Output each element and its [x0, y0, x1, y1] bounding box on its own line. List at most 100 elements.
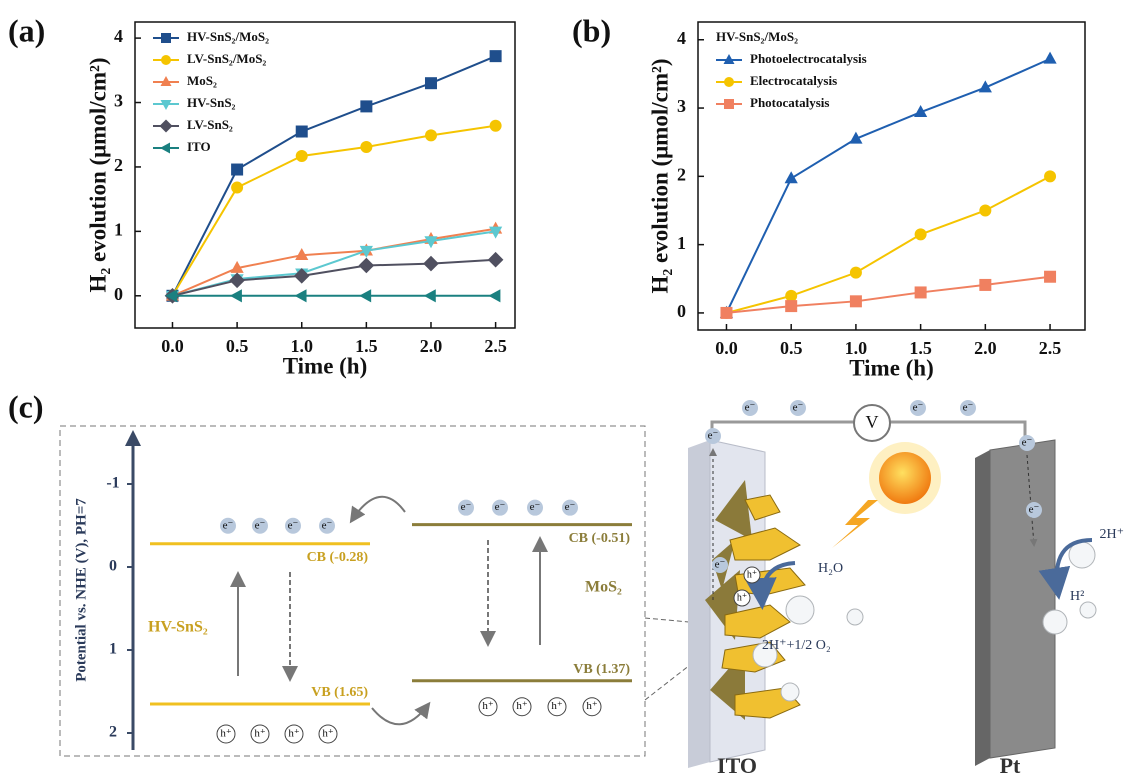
- legend-marker: [724, 99, 734, 109]
- y-tick-label: 0: [114, 284, 123, 304]
- marker: [914, 104, 928, 117]
- electron-label: e⁻: [793, 402, 804, 414]
- electron-label: e⁻: [963, 402, 974, 414]
- mechanism-diagram: (c) Potential vs. NHE (V), PH=7 HV-SnS₂ …: [8, 388, 723, 757]
- marker: [424, 77, 437, 90]
- y-tick-label: 3: [114, 91, 123, 111]
- electron-label: e⁻: [530, 501, 541, 513]
- series-line: [172, 258, 496, 297]
- axis-arrow: [125, 430, 141, 446]
- electron-label: e⁻: [255, 519, 266, 531]
- level-label: CB (-0.51): [569, 531, 631, 546]
- material-label: MoS₂: [585, 579, 622, 596]
- electron: [910, 400, 926, 416]
- marker: [295, 149, 308, 162]
- marker: [231, 181, 244, 194]
- electron-label: e⁻: [288, 519, 299, 531]
- legend-marker: [159, 119, 173, 133]
- electron-label: e⁻: [1022, 437, 1033, 449]
- y-axis-title: H₂ evolution (μmol/cm²): [85, 57, 110, 292]
- legend-marker: [724, 77, 734, 87]
- hole-label: h⁺: [747, 569, 757, 580]
- legend-marker: [723, 54, 735, 64]
- hole-label: h⁺: [482, 700, 494, 712]
- marker: [165, 289, 178, 303]
- legend-label: Photoelectrocatalysis: [750, 51, 867, 66]
- marker: [231, 163, 244, 176]
- level-label: VB (1.37): [573, 662, 630, 677]
- marker: [294, 289, 307, 303]
- legend-marker: [161, 33, 171, 43]
- marker: [914, 286, 927, 299]
- potential-tick-label: 1: [109, 641, 117, 658]
- x-tick-label: 2.0: [974, 338, 997, 358]
- marker: [424, 129, 437, 142]
- y-tick-label: 2: [677, 164, 686, 184]
- electron: [562, 499, 578, 516]
- ito-side: [688, 440, 710, 768]
- legend-label: Electrocatalysis: [750, 73, 837, 88]
- y-tick-label: 1: [114, 219, 123, 239]
- reaction-arrow: [744, 561, 796, 610]
- marker: [360, 100, 373, 113]
- legend-label: ITO: [187, 139, 211, 154]
- marker: [1043, 51, 1057, 64]
- electron-label: e⁻: [913, 402, 924, 414]
- panel-label: (c): [8, 388, 44, 424]
- marker: [488, 289, 501, 303]
- hole: [547, 697, 567, 717]
- voltmeter-label: V: [866, 412, 879, 432]
- hole-label: h⁺: [288, 727, 300, 739]
- hole-label: h⁺: [737, 592, 747, 603]
- electron: [492, 499, 508, 516]
- marker: [720, 306, 733, 319]
- marker: [785, 300, 798, 313]
- x-tick-label: 0.5: [226, 336, 249, 356]
- x-tick-label: 1.5: [909, 338, 932, 358]
- marker: [979, 204, 992, 217]
- frame: [59, 425, 646, 757]
- marker: [359, 289, 372, 303]
- marker: [295, 248, 309, 261]
- hole: [733, 589, 751, 607]
- electron-label: e⁻: [745, 402, 756, 414]
- hole-label: h⁺: [254, 727, 266, 739]
- legend-marker: [160, 142, 170, 154]
- electron: [1026, 502, 1042, 518]
- y-tick-label: 1: [677, 233, 686, 253]
- marker: [293, 268, 310, 284]
- electron: [960, 400, 976, 416]
- hole-label: h⁺: [586, 700, 598, 712]
- marker: [487, 251, 504, 268]
- legend-marker: [160, 76, 172, 86]
- marker: [849, 131, 863, 144]
- marker: [359, 245, 373, 258]
- electron: [790, 400, 806, 416]
- device-illustration: V H₂O 2H⁺+1/2 O₂ 2H⁺ H² ITO Pt e⁻ e⁻ e⁻ e⁻ e…: [688, 400, 1124, 778]
- marker: [229, 289, 242, 303]
- electron: [319, 517, 335, 534]
- legend-label: HV-SnS₂/MoS₂: [187, 29, 269, 44]
- electron: [712, 557, 728, 573]
- electron-label: e⁻: [565, 501, 576, 513]
- electrode-label: Pt: [1000, 753, 1021, 778]
- y-tick-label: 4: [114, 26, 123, 46]
- legend-title: HV-SnS₂/MoS₂: [716, 29, 798, 44]
- x-tick-label: 1.0: [290, 336, 313, 356]
- legend-marker: [160, 100, 172, 110]
- marker: [849, 295, 862, 308]
- voltmeter: [853, 404, 891, 442]
- marker: [784, 171, 798, 184]
- series-line: [171, 55, 496, 297]
- pt-plate: [989, 439, 1056, 759]
- transfer-arrow: [349, 495, 406, 524]
- marker: [849, 266, 862, 279]
- marker: [423, 289, 436, 303]
- level-label: CB (-0.28): [307, 550, 369, 565]
- marker: [424, 236, 438, 249]
- electrode-label: ITO: [717, 753, 757, 778]
- legend-label: LV-SnS₂: [187, 117, 233, 132]
- transfer-arrow: [371, 701, 431, 726]
- light: [832, 500, 878, 548]
